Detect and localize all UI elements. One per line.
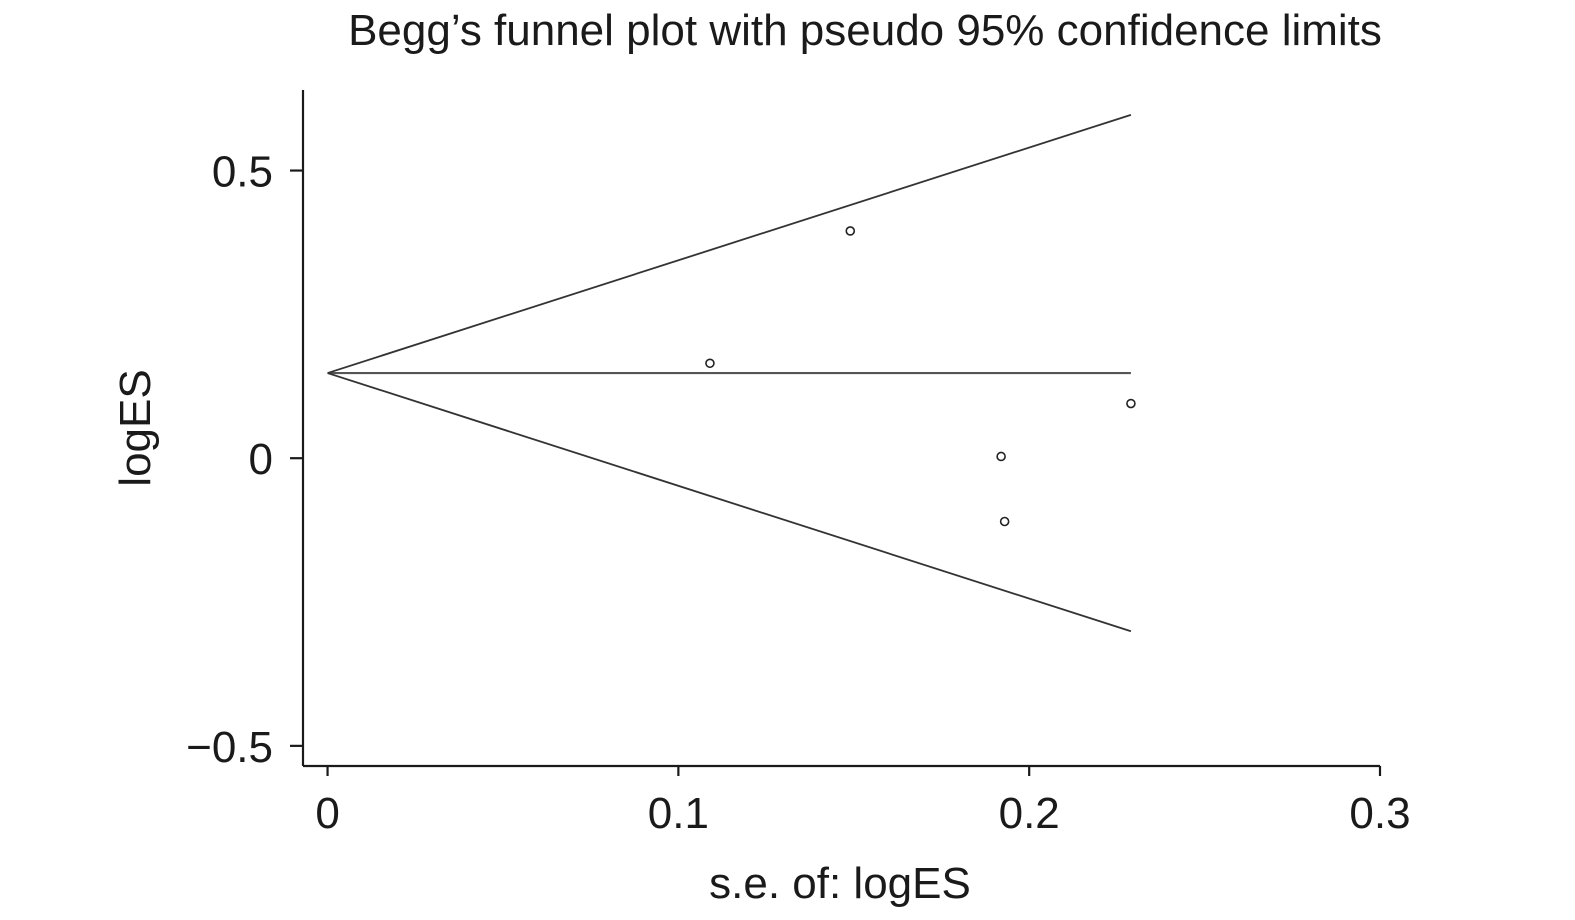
x-tick-label: 0 (315, 789, 339, 838)
y-tick-label: −0.5 (186, 723, 273, 772)
x-tick-label: 0.3 (1349, 789, 1410, 838)
x-tick-label: 0.1 (648, 789, 709, 838)
y-tick-label: 0 (249, 435, 273, 484)
chart-title: Begg’s funnel plot with pseudo 95% confi… (348, 6, 1382, 55)
study-point (705, 358, 715, 369)
x-tick-label: 0.2 (999, 789, 1060, 838)
x-axis-label: s.e. of: logES (709, 859, 971, 908)
lower-confidence-limit-line (327, 372, 1132, 633)
funnel-lines (327, 113, 1132, 633)
upper-confidence-limit-line (327, 113, 1132, 374)
axes (301, 90, 1380, 768)
study-point (845, 226, 856, 236)
study-point (999, 516, 1010, 527)
study-point (996, 451, 1006, 462)
study-point (1126, 398, 1136, 409)
y-tick-label: 0.5 (212, 148, 273, 197)
y-axis-label: logES (111, 369, 160, 486)
axis-ticks: 0 0.1 0.2 0.3 −0.5 0 0.5 (186, 148, 1410, 838)
study-points (705, 226, 1136, 527)
